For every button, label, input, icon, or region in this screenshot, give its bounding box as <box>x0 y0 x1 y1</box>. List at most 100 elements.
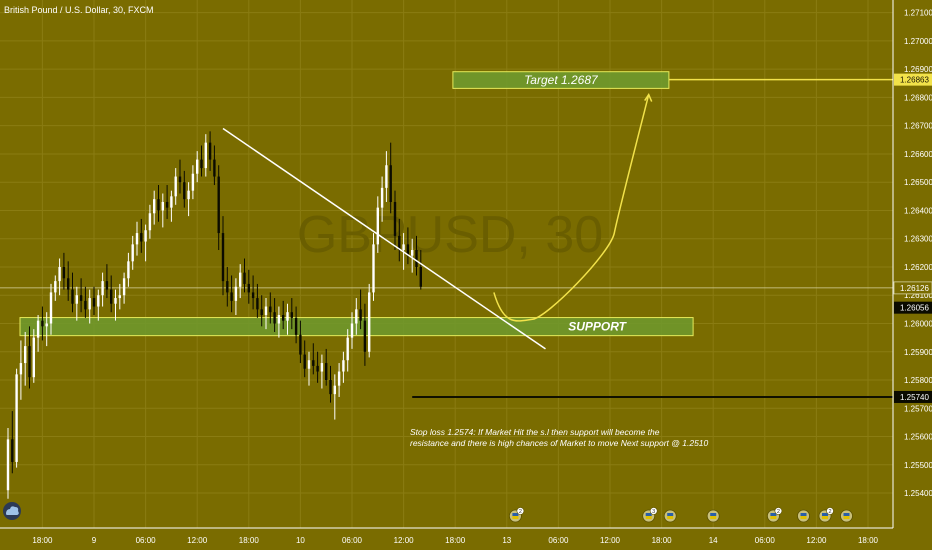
candle-body[interactable] <box>239 272 242 287</box>
candle-body[interactable] <box>97 295 100 307</box>
candle-body[interactable] <box>269 306 272 313</box>
price-axis[interactable]: 1.27100 1.27000 1.26900 1.26800 1.26700 1.266… <box>892 0 932 528</box>
candle-body[interactable] <box>122 278 126 296</box>
candle-body[interactable] <box>243 272 246 284</box>
candle-body[interactable] <box>393 201 397 236</box>
candle-body[interactable] <box>75 295 78 304</box>
candle-body[interactable] <box>398 235 401 251</box>
candle-body[interactable] <box>286 312 289 321</box>
candle-body[interactable] <box>350 323 354 338</box>
candle-body[interactable] <box>355 309 358 324</box>
candle-body[interactable] <box>58 266 61 282</box>
candle-body[interactable] <box>406 244 410 256</box>
candle-body[interactable] <box>303 354 306 369</box>
candle-body[interactable] <box>372 244 375 293</box>
candle-body[interactable] <box>294 317 298 335</box>
candle-body[interactable] <box>346 337 349 361</box>
candle-body[interactable] <box>389 165 392 202</box>
candle-body[interactable] <box>32 337 35 378</box>
candle-body[interactable] <box>342 360 345 372</box>
candle-body[interactable] <box>165 201 169 208</box>
candle-body[interactable] <box>213 159 216 177</box>
candle-body[interactable] <box>337 371 341 386</box>
candle-body[interactable] <box>191 173 195 191</box>
event-markers-layer[interactable]: 2 3 2 2 <box>509 507 853 523</box>
candle-body[interactable] <box>415 250 418 267</box>
candle-body[interactable] <box>402 244 405 251</box>
candle-body[interactable] <box>277 315 281 324</box>
candle-body[interactable] <box>217 176 220 234</box>
candle-body[interactable] <box>264 306 268 316</box>
candle-body[interactable] <box>49 292 53 324</box>
candle-body[interactable] <box>333 385 336 395</box>
candle-body[interactable] <box>140 233 143 242</box>
candle-body[interactable] <box>368 292 371 352</box>
time-axis[interactable]: 18:00 9 06:00 12:00 18:00 10 06:00 12:00 18:00 13… <box>0 527 893 545</box>
candle-body[interactable] <box>282 315 285 321</box>
candle-body[interactable] <box>114 298 117 304</box>
candle-body[interactable] <box>251 292 255 299</box>
candle-body[interactable] <box>67 278 70 290</box>
candle-body[interactable] <box>79 295 83 301</box>
candle-body[interactable] <box>208 142 212 160</box>
candle-body[interactable] <box>161 201 164 211</box>
candle-body[interactable] <box>105 281 109 290</box>
candle-body[interactable] <box>153 199 156 214</box>
candle-body[interactable] <box>316 365 319 372</box>
candles-layer[interactable] <box>6 131 422 499</box>
candle-body[interactable] <box>187 190 190 200</box>
candle-body[interactable] <box>45 323 48 327</box>
trendline[interactable] <box>222 127 546 350</box>
candle-body[interactable] <box>320 363 324 372</box>
candle-body[interactable] <box>204 142 207 169</box>
candle-body[interactable] <box>312 360 315 366</box>
candle-body[interactable] <box>230 292 233 301</box>
candle-body[interactable] <box>148 213 152 231</box>
candle-body[interactable] <box>170 196 173 208</box>
candle-body[interactable] <box>234 286 238 301</box>
candle-body[interactable] <box>88 298 91 310</box>
candle-body[interactable] <box>118 295 121 299</box>
candle-body[interactable] <box>260 309 263 316</box>
candle-body[interactable] <box>419 266 422 287</box>
candle-body[interactable] <box>221 233 225 282</box>
candle-body[interactable] <box>135 233 139 245</box>
candle-body[interactable] <box>290 312 293 318</box>
candle-body[interactable] <box>157 199 160 211</box>
candle-body[interactable] <box>196 159 199 174</box>
drawings-layer[interactable] <box>222 93 893 398</box>
candle-body[interactable] <box>62 266 66 279</box>
candle-body[interactable] <box>247 283 250 293</box>
candle-body[interactable] <box>11 439 14 462</box>
chart-logo-icon[interactable] <box>3 502 21 520</box>
candle-body[interactable] <box>15 374 18 462</box>
candle-body[interactable] <box>28 346 31 378</box>
projection-curve[interactable] <box>493 94 650 322</box>
candle-body[interactable] <box>380 187 384 208</box>
candle-body[interactable] <box>385 165 388 188</box>
candle-body[interactable] <box>329 380 332 395</box>
candle-body[interactable] <box>307 360 311 369</box>
candle-body[interactable] <box>24 346 27 364</box>
candle-body[interactable] <box>6 439 10 491</box>
candle-body[interactable] <box>101 281 104 296</box>
candle-body[interactable] <box>127 261 130 279</box>
candle-body[interactable] <box>359 309 362 321</box>
candle-body[interactable] <box>226 281 229 293</box>
candle-body[interactable] <box>174 176 177 197</box>
candle-body[interactable] <box>144 230 147 242</box>
candle-body[interactable] <box>256 298 259 310</box>
candle-body[interactable] <box>299 334 302 355</box>
candle-body[interactable] <box>36 320 40 338</box>
candle-body[interactable] <box>178 176 182 183</box>
candle-body[interactable] <box>54 281 57 293</box>
candle-body[interactable] <box>411 250 414 256</box>
candle-body[interactable] <box>19 363 23 375</box>
candle-body[interactable] <box>363 320 367 352</box>
candle-body[interactable] <box>71 289 74 304</box>
candle-body[interactable] <box>84 300 87 310</box>
candle-body[interactable] <box>200 159 203 169</box>
candle-body[interactable] <box>110 289 113 304</box>
candle-body[interactable] <box>183 182 186 200</box>
